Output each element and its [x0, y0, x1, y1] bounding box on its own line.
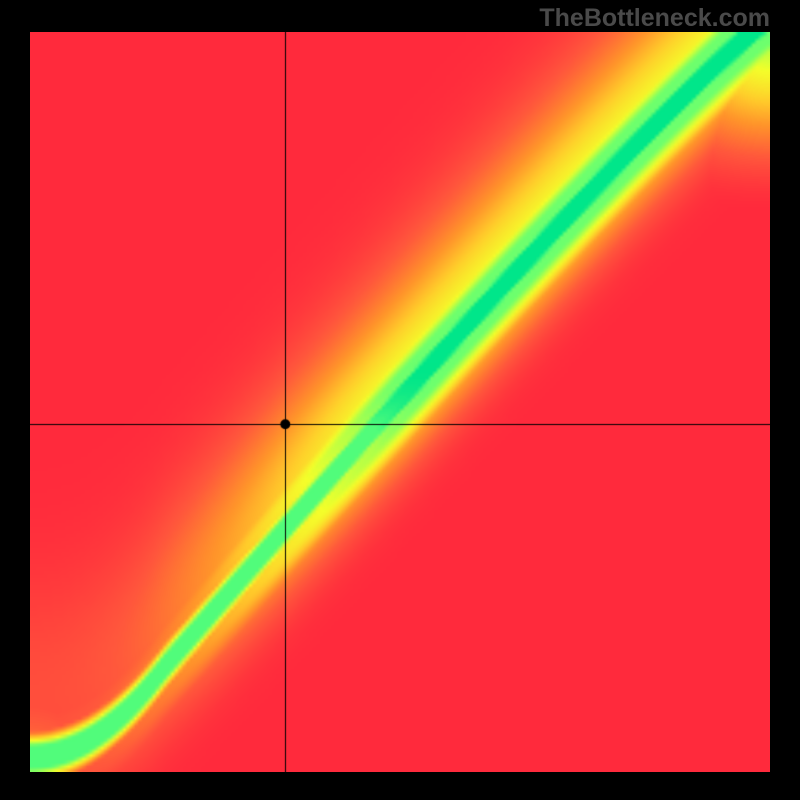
bottleneck-heatmap — [30, 32, 770, 772]
watermark-text: TheBottleneck.com — [539, 4, 770, 33]
